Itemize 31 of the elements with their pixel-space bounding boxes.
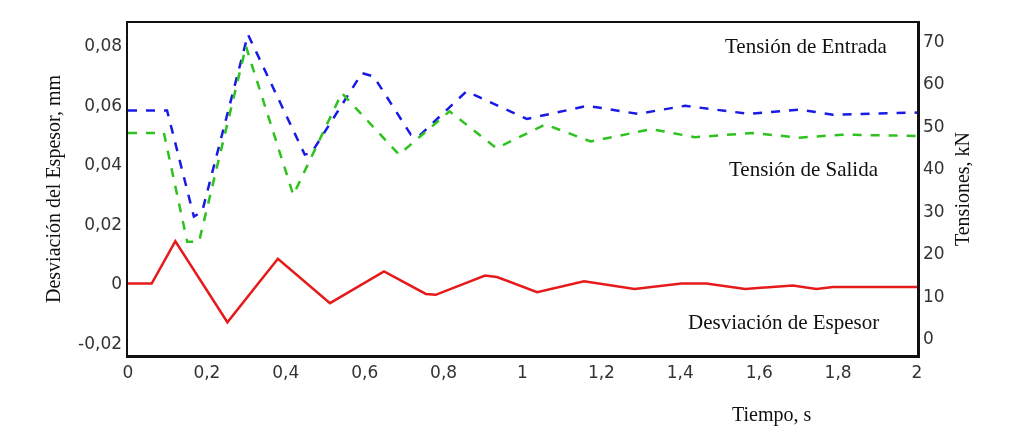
- y2-tick-label: 30: [922, 200, 945, 221]
- y-tick-label: 0,08: [84, 35, 123, 56]
- y-tick-label: 0: [111, 273, 123, 294]
- x-tick-label: 0,8: [430, 361, 458, 382]
- x-tick-label: 1,8: [824, 361, 852, 382]
- text: Tensión de Entrada: [725, 34, 888, 58]
- series-label: Desviación de Espesor: [688, 310, 880, 334]
- y-axis-title: Desviación del Espesor, mm: [42, 74, 66, 304]
- y2-tick-label: 70: [922, 30, 945, 51]
- x-tick-label: 1,2: [587, 361, 615, 382]
- x-axis-title: Tiempo, s: [732, 403, 812, 426]
- line-series: [128, 33, 917, 218]
- y2-tick-label: 60: [922, 73, 945, 94]
- x-tick-label: 0,2: [193, 361, 221, 382]
- y-tick-label: -0,02: [78, 333, 123, 354]
- x-tick-label: 0,4: [272, 361, 300, 382]
- y-tick-label: 0,06: [84, 94, 123, 115]
- y2-axis-title: Tensiones, kN: [951, 131, 974, 247]
- x-tick-label: 1,4: [666, 361, 694, 382]
- x-tick-label: 1: [517, 361, 528, 382]
- y2-tick-label: 10: [922, 285, 945, 306]
- y2-tick-label: 0: [922, 327, 934, 348]
- x-tick-label: 0,6: [351, 361, 379, 382]
- x-tick-label: 2: [911, 361, 923, 382]
- series-label: Tensión de Salida: [729, 157, 879, 181]
- y-tick-label: 0,04: [84, 154, 123, 175]
- y2-tick-label: 50: [922, 115, 945, 136]
- y-tick-label: 0,02: [84, 213, 123, 234]
- y2-tick-label: 40: [922, 158, 945, 179]
- y2-tick-label: 20: [922, 243, 945, 264]
- x-tick-label: 1,6: [745, 361, 773, 382]
